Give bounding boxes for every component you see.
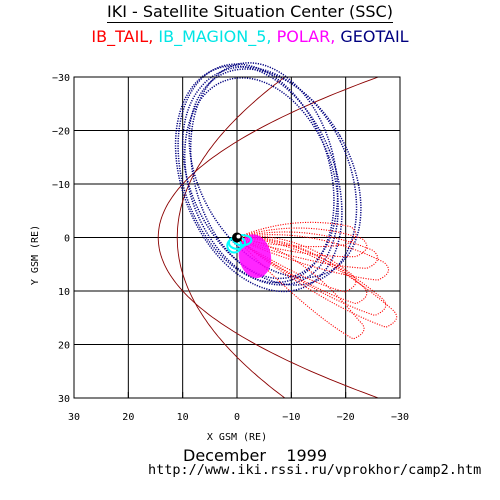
legend-item-polar: POLAR	[276, 27, 331, 46]
x-axis-label: X GSM (RE)	[207, 432, 267, 443]
y-tick-label: −20	[52, 127, 70, 138]
legend-item-geotail: GEOTAIL	[340, 27, 409, 46]
ib-tail-orbit	[236, 236, 398, 328]
ib-tail-orbit	[236, 236, 368, 305]
date-label: December 1999	[183, 446, 327, 465]
geotail-orbit	[181, 66, 358, 286]
magnetopause-curve	[176, 76, 286, 399]
geotail-orbit	[174, 65, 343, 293]
y-tick-label: −10	[52, 180, 70, 191]
period-month: December	[183, 446, 266, 465]
x-tick-label: −20	[337, 412, 355, 423]
x-tick-label: 20	[122, 412, 134, 423]
y-tick-label: −30	[52, 73, 70, 84]
chart-title: IKI - Satellite Situation Center (SSC)	[107, 2, 393, 23]
orbit-traces	[174, 62, 398, 340]
geotail-orbit	[184, 77, 339, 286]
source-url: http://www.iki.rssi.ru/vprokhor/camp2.ht…	[148, 462, 482, 478]
geotail-orbit	[177, 63, 335, 284]
x-tick-label: −30	[391, 412, 409, 423]
legend-item-ib-tail: IB_TAIL	[91, 27, 149, 46]
x-tick-label: 0	[234, 412, 240, 423]
magnetopause-boundaries	[157, 76, 379, 399]
bow-shock-curve	[157, 76, 379, 399]
y-axis-label: Y GSM (RE)	[30, 225, 41, 285]
y-tick-label: 10	[58, 287, 70, 298]
legend-item-ib-magion-5: IB_MAGION_5	[158, 27, 267, 46]
x-tick-label: 30	[68, 412, 80, 423]
ib-tail-orbit	[236, 236, 387, 317]
geotail-orbit	[189, 62, 339, 280]
ib-tail-orbit	[236, 236, 365, 340]
y-tick-label: 20	[58, 341, 70, 352]
legend: IB_TAIL, IB_MAGION_5, POLAR, GEOTAIL	[91, 27, 409, 46]
x-tick-label: 10	[177, 412, 189, 423]
period-year: 1999	[286, 446, 328, 465]
axes: 30 20 10 0 −10 −20 −30 −30 −20 −10 0 10 20 30	[52, 73, 409, 423]
y-tick-label: 30	[58, 394, 70, 405]
x-tick-label: −10	[282, 412, 300, 423]
earth-highlight	[236, 234, 241, 239]
y-tick-label: 0	[64, 234, 70, 245]
ib-tail-orbit	[236, 235, 357, 293]
ib-tail-orbit	[236, 231, 379, 269]
geotail-orbit	[188, 68, 362, 279]
